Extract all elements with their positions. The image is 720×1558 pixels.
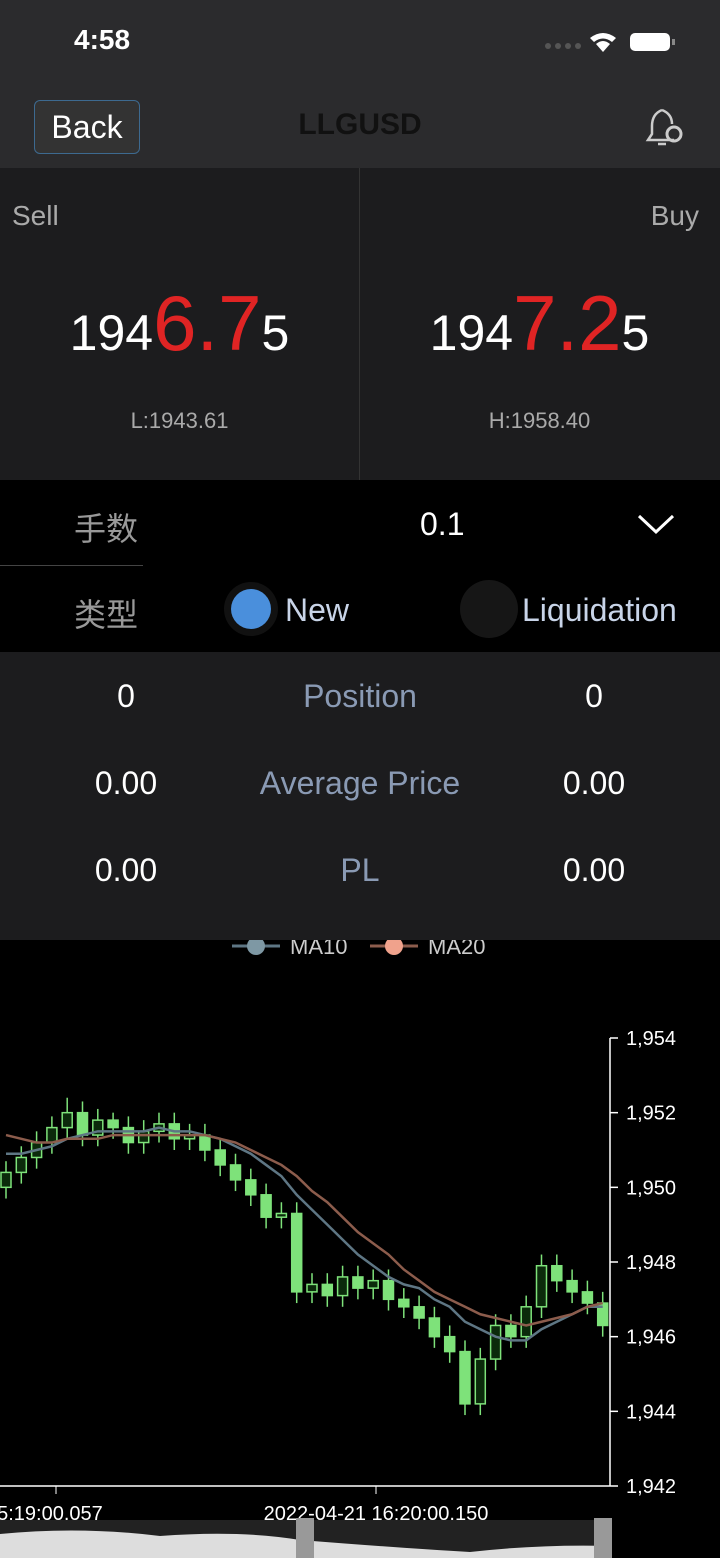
type-label: 类型	[74, 597, 139, 633]
candle-body	[336, 1276, 349, 1297]
candle-body	[306, 1283, 318, 1293]
candle-body	[275, 1212, 288, 1218]
chart: 1,942 1,944 1,946 1,948 1,950 1,952 1,954 15:19…	[0, 940, 676, 1558]
buy-high: H:1958.40	[488, 408, 591, 433]
row-value: 0.00	[94, 765, 158, 801]
legend-label: MA20	[428, 940, 485, 959]
settings-icon[interactable]	[644, 106, 688, 150]
sell-label: Sell	[12, 200, 59, 231]
candle-body	[352, 1276, 364, 1289]
status-icons	[545, 33, 675, 52]
separator	[0, 565, 143, 566]
row-value: 0	[585, 678, 603, 714]
sell-low: L:1943.61	[130, 408, 229, 433]
sell-price: 1946.75	[0, 278, 359, 369]
dropdown-icon[interactable]	[636, 512, 676, 536]
y-tick-label: 1,954	[626, 1028, 676, 1050]
candle-body	[76, 1111, 89, 1136]
price-suffix: 5	[261, 305, 290, 361]
candle-body	[199, 1134, 211, 1151]
legend-marker	[385, 940, 403, 955]
buy-label: Buy	[650, 200, 699, 231]
row-label: Average Price	[259, 765, 461, 801]
candle-body	[596, 1302, 609, 1327]
buy-panel[interactable]: Buy 1947.25 H:1958.40	[360, 168, 719, 480]
candle-body	[398, 1298, 410, 1308]
row-label: PL	[340, 852, 380, 888]
lots-row: 手数 0.1	[0, 482, 720, 566]
candle-body	[137, 1130, 150, 1144]
x-tick-label: 15:19:00.057	[0, 1503, 103, 1525]
status-time: 4:58	[74, 24, 131, 55]
ma-line	[5, 1133, 603, 1327]
y-tick-label: 1,946	[626, 1327, 676, 1349]
price-suffix: 5	[621, 305, 650, 361]
y-tick-label: 1,948	[626, 1252, 676, 1274]
candle-body	[566, 1279, 578, 1293]
row-value: 0	[117, 678, 135, 714]
candle-body	[15, 1156, 28, 1174]
candle-body	[474, 1358, 487, 1405]
ma-line	[6, 1126, 603, 1342]
scroll-handle	[296, 1518, 314, 1558]
nav-title: LLGUSD	[298, 108, 422, 141]
candle-body	[443, 1335, 456, 1353]
legend-label: MA10	[290, 940, 347, 959]
candle-body	[214, 1149, 226, 1166]
candle-body	[535, 1264, 548, 1308]
divider	[359, 168, 360, 480]
y-tick-label: 1,952	[626, 1103, 676, 1125]
y-tick-label: 1,950	[626, 1177, 676, 1199]
type-row: 类型 New Liquidation	[0, 566, 720, 652]
candle-body	[107, 1119, 119, 1129]
candle-body	[428, 1317, 441, 1338]
lots-value[interactable]: 0.1	[420, 506, 465, 542]
candle-body	[489, 1324, 502, 1360]
legend-marker	[247, 940, 265, 955]
option-new[interactable]: New	[285, 592, 350, 628]
price-big: 7.2	[513, 279, 622, 367]
candle-body	[321, 1283, 334, 1297]
x-tick-label: 2022-04-21 16:20:00.150	[264, 1503, 489, 1525]
price-prefix: 194	[69, 305, 154, 361]
row-label: Position	[303, 678, 417, 714]
lots-label: 手数	[74, 511, 139, 547]
y-tick-label: 1,942	[626, 1476, 676, 1498]
candle-body	[92, 1119, 104, 1136]
sell-panel[interactable]: Sell 1946.75 L:1943.61	[0, 168, 359, 480]
option-liquidation[interactable]: Liquidation	[522, 592, 677, 628]
header: 4:58 Back LLGUSD	[0, 0, 720, 168]
row-value: 0.00	[562, 765, 626, 801]
candle-body	[290, 1212, 303, 1293]
candle-body	[245, 1179, 257, 1196]
y-tick-label: 1,944	[626, 1401, 676, 1423]
price-big: 6.7	[153, 279, 262, 367]
candle-body	[581, 1291, 594, 1304]
scroll-handle	[594, 1518, 612, 1558]
position-table: 0 Position 0 0.00 Average Price 0.00 0.00 PL 0.0…	[0, 652, 720, 940]
candle-body	[520, 1306, 532, 1338]
candle-body	[505, 1324, 517, 1338]
candle-body	[551, 1264, 563, 1282]
candle-body	[382, 1279, 395, 1301]
back-button[interactable]: Back	[34, 100, 140, 154]
buy-price: 1947.25	[360, 278, 719, 369]
candle-body	[229, 1164, 242, 1181]
candle-body	[61, 1111, 73, 1129]
price-prefix: 194	[429, 305, 514, 361]
row-value: 0.00	[562, 852, 626, 888]
candle-body	[46, 1126, 58, 1144]
quote-panel: Sell 1946.75 L:1943.61 Buy 1947.25 H:195…	[0, 168, 720, 480]
candle-body	[413, 1306, 425, 1319]
radio-unselected[interactable]	[458, 578, 520, 640]
candle-body	[459, 1350, 471, 1405]
candle-body	[260, 1194, 272, 1218]
candle-body	[367, 1279, 379, 1289]
radio-selected[interactable]	[222, 580, 280, 638]
row-value: 0.00	[94, 852, 158, 888]
candle-body	[0, 1171, 12, 1189]
